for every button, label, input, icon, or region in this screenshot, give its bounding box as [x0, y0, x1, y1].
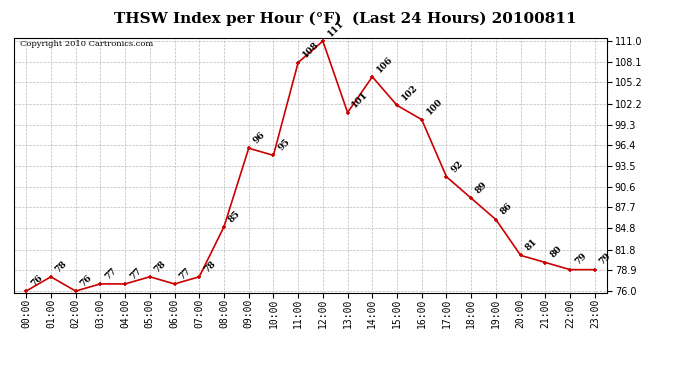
Point	[219, 224, 230, 230]
Point	[194, 274, 205, 280]
Text: 108: 108	[301, 40, 321, 60]
Text: 106: 106	[375, 54, 395, 74]
Point	[46, 274, 57, 280]
Text: Copyright 2010 Cartronics.com: Copyright 2010 Cartronics.com	[20, 40, 153, 48]
Text: 100: 100	[424, 98, 444, 117]
Text: 79: 79	[573, 252, 588, 267]
Point	[70, 288, 81, 294]
Text: 78: 78	[202, 259, 217, 274]
Text: 77: 77	[177, 266, 193, 281]
Point	[95, 281, 106, 287]
Text: 86: 86	[499, 201, 514, 217]
Text: 101: 101	[351, 90, 370, 110]
Text: 96: 96	[251, 130, 267, 146]
Point	[21, 288, 32, 294]
Point	[144, 274, 155, 280]
Point	[515, 252, 526, 258]
Point	[441, 174, 452, 180]
Text: 102: 102	[400, 83, 420, 103]
Text: 111: 111	[326, 18, 346, 38]
Point	[367, 74, 378, 80]
Point	[119, 281, 130, 287]
Text: 76: 76	[79, 273, 94, 288]
Point	[317, 38, 328, 44]
Text: 80: 80	[548, 244, 563, 260]
Text: 76: 76	[29, 273, 44, 288]
Text: 89: 89	[474, 180, 489, 195]
Text: 81: 81	[524, 237, 539, 253]
Point	[540, 260, 551, 266]
Point	[416, 117, 427, 123]
Text: 85: 85	[227, 209, 242, 224]
Point	[268, 152, 279, 158]
Point	[589, 267, 600, 273]
Text: 77: 77	[103, 266, 118, 281]
Point	[564, 267, 575, 273]
Text: THSW Index per Hour (°F)  (Last 24 Hours) 20100811: THSW Index per Hour (°F) (Last 24 Hours)…	[114, 11, 576, 26]
Point	[491, 217, 502, 223]
Point	[243, 145, 254, 151]
Point	[466, 195, 477, 201]
Text: 78: 78	[152, 259, 168, 274]
Text: 79: 79	[598, 252, 613, 267]
Text: 92: 92	[449, 159, 464, 174]
Point	[169, 281, 180, 287]
Point	[391, 102, 402, 108]
Text: 78: 78	[54, 259, 69, 274]
Point	[342, 110, 353, 116]
Text: 95: 95	[276, 137, 291, 153]
Point	[293, 60, 304, 66]
Text: 77: 77	[128, 266, 143, 281]
